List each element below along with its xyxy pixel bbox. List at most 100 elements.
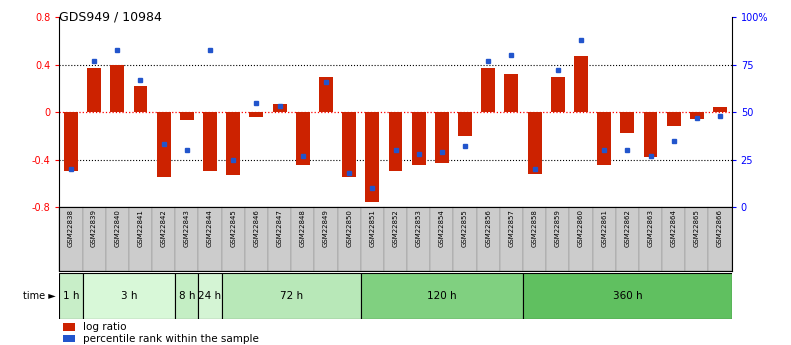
Text: GSM22855: GSM22855 (462, 209, 468, 247)
Bar (597, 112, 611, 166)
Text: GSM22844: GSM22844 (207, 209, 213, 247)
Text: GSM22845: GSM22845 (230, 209, 237, 247)
Bar (110, 65, 124, 112)
Bar (226, 112, 240, 175)
Bar (644, 112, 657, 157)
Text: percentile rank within the sample: percentile rank within the sample (83, 334, 259, 344)
Text: GSM22847: GSM22847 (277, 209, 282, 247)
Bar (662, 207, 685, 271)
Bar (505, 74, 518, 112)
Text: GSM22866: GSM22866 (717, 209, 723, 247)
Bar (319, 77, 333, 112)
Bar (221, 207, 244, 271)
Bar (523, 273, 732, 319)
Bar (384, 207, 407, 271)
Text: GSM22850: GSM22850 (346, 209, 352, 247)
Bar (361, 207, 384, 271)
Bar (713, 107, 727, 112)
Text: GSM22861: GSM22861 (601, 209, 607, 247)
Bar (407, 207, 430, 271)
Bar (500, 207, 523, 271)
Text: GSM22849: GSM22849 (323, 209, 329, 247)
Bar (690, 112, 704, 119)
Text: GSM22840: GSM22840 (114, 209, 120, 247)
Text: 3 h: 3 h (121, 291, 137, 301)
Bar (667, 112, 681, 126)
Bar (412, 112, 426, 166)
Text: GSM22865: GSM22865 (694, 209, 700, 247)
Bar (63, 335, 75, 342)
Text: 1 h: 1 h (62, 291, 79, 301)
Bar (338, 207, 361, 271)
Text: GSM22842: GSM22842 (161, 209, 167, 247)
Bar (481, 68, 495, 112)
Text: GSM22857: GSM22857 (509, 209, 514, 247)
Text: GSM22858: GSM22858 (532, 209, 538, 247)
Text: GSM22863: GSM22863 (648, 209, 653, 247)
Bar (82, 273, 176, 319)
Bar (388, 112, 403, 171)
Bar (685, 207, 709, 271)
Bar (458, 112, 472, 136)
Bar (59, 273, 82, 319)
Bar (203, 112, 217, 171)
Text: GSM22856: GSM22856 (485, 209, 491, 247)
Text: GSM22864: GSM22864 (671, 209, 677, 247)
Text: GSM22853: GSM22853 (416, 209, 422, 247)
Bar (477, 207, 500, 271)
Text: time ►: time ► (23, 291, 55, 301)
Bar (106, 207, 129, 271)
Bar (365, 112, 379, 202)
Bar (176, 273, 199, 319)
Text: GSM22848: GSM22848 (300, 209, 306, 247)
Bar (199, 207, 221, 271)
Text: 72 h: 72 h (279, 291, 303, 301)
Bar (268, 207, 291, 271)
Bar (273, 104, 286, 112)
Text: GSM22841: GSM22841 (138, 209, 143, 247)
Bar (314, 207, 338, 271)
Text: GSM22846: GSM22846 (253, 209, 259, 247)
Text: 120 h: 120 h (427, 291, 456, 301)
Bar (528, 112, 542, 174)
Text: GSM22839: GSM22839 (91, 209, 97, 247)
Bar (639, 207, 662, 271)
Bar (430, 207, 453, 271)
Text: 8 h: 8 h (179, 291, 195, 301)
Text: GSM22862: GSM22862 (624, 209, 630, 247)
Bar (361, 273, 523, 319)
Bar (343, 112, 356, 177)
Bar (291, 207, 314, 271)
Bar (221, 273, 361, 319)
Bar (592, 207, 615, 271)
Bar (59, 207, 82, 271)
Text: GSM22852: GSM22852 (392, 209, 399, 247)
Text: log ratio: log ratio (83, 322, 127, 332)
Bar (620, 112, 634, 134)
Bar (435, 112, 448, 163)
Bar (129, 207, 152, 271)
Bar (547, 207, 570, 271)
Bar (64, 112, 78, 171)
Text: GSM22859: GSM22859 (554, 209, 561, 247)
Bar (249, 112, 263, 117)
Bar (134, 86, 147, 112)
Bar (82, 207, 106, 271)
Text: GSM22838: GSM22838 (68, 209, 74, 247)
Bar (615, 207, 639, 271)
Bar (176, 207, 199, 271)
Bar (570, 207, 592, 271)
Bar (63, 323, 75, 331)
Bar (296, 112, 310, 166)
Bar (244, 207, 268, 271)
Bar (199, 273, 221, 319)
Bar (574, 56, 588, 112)
Text: 24 h: 24 h (199, 291, 221, 301)
Text: GSM22851: GSM22851 (369, 209, 375, 247)
Text: 360 h: 360 h (612, 291, 642, 301)
Bar (152, 207, 176, 271)
Bar (180, 112, 194, 120)
Bar (157, 112, 171, 177)
Bar (709, 207, 732, 271)
Text: GSM22843: GSM22843 (184, 209, 190, 247)
